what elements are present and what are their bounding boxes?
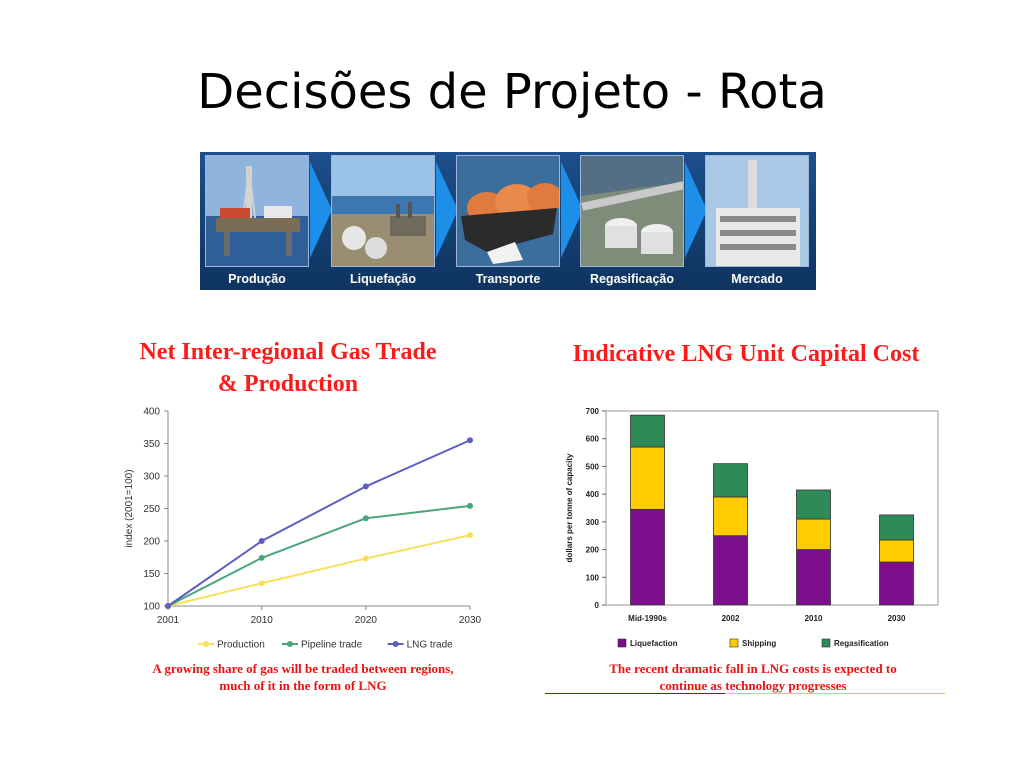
x-tick-label: 2010 (251, 615, 274, 626)
legend-swatch (617, 638, 627, 648)
legend-marker (287, 641, 293, 647)
stage-producao: Produção (205, 155, 309, 287)
data-point (467, 437, 473, 444)
data-point (258, 554, 265, 561)
y-axis-label: dollars per tonne of capacity (565, 453, 574, 562)
right-chart-title: Indicative LNG Unit Capital Cost (572, 341, 920, 367)
y-tick-label: 0 (595, 601, 600, 610)
x-tick-label: 2010 (805, 614, 823, 623)
value-chain-banner: Produção Liquefação Transporte (200, 152, 816, 290)
stage-label: Mercado (731, 272, 783, 286)
bar-segment-regasification (879, 514, 914, 541)
x-tick-label: 2020 (355, 615, 378, 626)
left-chart-caption: A growing share of gas will be traded be… (108, 660, 498, 694)
legend-label: Shipping (742, 639, 776, 648)
caption-line: The recent dramatic fall in LNG costs is… (609, 661, 897, 676)
y-tick-label: 250 (143, 504, 160, 515)
divider-line (545, 693, 725, 694)
legend-swatch (821, 638, 831, 648)
stage-label: Transporte (475, 272, 541, 286)
data-point (362, 483, 369, 490)
data-point (362, 515, 369, 522)
caption-line: A growing share of gas will be traded be… (152, 661, 454, 676)
legend-marker (392, 641, 399, 647)
x-tick-label: 2002 (722, 614, 740, 623)
stage-mercado: Mercado (705, 155, 809, 287)
data-point (258, 580, 265, 587)
chevron-right-icon (310, 162, 332, 258)
stage-label: Liquefação (350, 272, 416, 286)
x-tick-label: Mid-1990s (628, 614, 667, 623)
offshore-rig-photo-icon (205, 155, 309, 267)
y-tick-label: 350 (143, 439, 160, 450)
y-tick-label: 400 (586, 490, 600, 499)
chart-title-line: Net Inter-regional Gas Trade (139, 339, 437, 365)
y-tick-label: 100 (143, 602, 160, 613)
y-tick-label: 200 (143, 537, 160, 548)
bar-segment-liquefaction (713, 535, 748, 606)
y-tick-label: 100 (586, 573, 600, 582)
legend-marker (203, 641, 209, 647)
bar-segment-shipping (879, 539, 914, 563)
data-point (362, 555, 369, 562)
y-tick-label: 500 (586, 462, 600, 471)
x-tick-label: 2001 (157, 615, 180, 626)
bar-segment-regasification (630, 414, 665, 448)
legend-label: Liquefaction (630, 639, 678, 648)
lng-carrier-photo-icon (456, 155, 560, 267)
regas-terminal-photo-icon (580, 155, 684, 267)
x-tick-label: 2030 (459, 615, 482, 626)
legend-label: Pipeline trade (301, 640, 363, 651)
plot-frame (605, 410, 939, 606)
stage-label: Produção (228, 272, 286, 286)
y-tick-label: 150 (143, 569, 160, 580)
bar-segment-shipping (796, 518, 831, 550)
stacked-bar-chart: 0 100 200 300 400 500 600 700 dollars per tonne … (565, 407, 939, 648)
y-tick-label: 200 (586, 546, 600, 555)
stage-transporte: Transporte (456, 155, 560, 287)
series-line-lng-trade (167, 439, 471, 607)
bar-segment-regasification (713, 463, 748, 498)
stage-liquefacao: Liquefação (331, 155, 435, 287)
bar-segment-regasification (796, 489, 831, 520)
chevron-right-icon (436, 162, 458, 258)
right-chart-caption: The recent dramatic fall in LNG costs is… (560, 660, 946, 694)
series-line-pipeline-trade (167, 504, 471, 607)
line-chart: 100 150 200 250 300 350 400 2001 2010 2020 2030 ind… (124, 407, 482, 651)
y-axis-label: index (2001=100) (124, 469, 135, 547)
legend-swatch (729, 638, 739, 648)
power-plant-photo-icon (705, 155, 809, 267)
y-tick-label: 600 (586, 435, 600, 444)
slide-title: Decisões de Projeto - Rota (197, 64, 827, 120)
caption-line: continue as technology progresses (659, 678, 847, 693)
x-tick-label: 2030 (888, 614, 906, 623)
y-tick-label: 300 (586, 518, 600, 527)
chart-title-line: & Production (217, 371, 359, 397)
y-tick-label: 400 (143, 407, 160, 418)
bar-segment-liquefaction (879, 561, 914, 606)
chevron-right-icon (561, 162, 583, 258)
chevron-right-icon (685, 162, 707, 258)
stage-label: Regasificação (589, 272, 675, 286)
data-point (165, 603, 171, 609)
bar-segment-liquefaction (796, 549, 831, 606)
y-tick-label: 700 (586, 407, 600, 416)
legend-label: LNG trade (407, 640, 454, 651)
data-point (467, 532, 473, 539)
stage-regasificacao: Regasificação (580, 155, 684, 287)
data-point (467, 502, 473, 509)
divider-line (725, 693, 945, 694)
data-point (258, 538, 265, 544)
bar-segment-shipping (630, 446, 665, 510)
caption-line: much of it in the form of LNG (219, 678, 387, 693)
legend-label: Regasification (834, 639, 889, 648)
y-tick-label: 300 (143, 472, 160, 483)
bar-segment-liquefaction (630, 508, 665, 606)
legend-label: Production (217, 640, 265, 651)
series-line-production (167, 534, 471, 607)
lng-plant-photo-icon (331, 155, 435, 267)
bar-segment-shipping (713, 496, 748, 537)
left-chart-title: Net Inter-regional Gas Trade & Productio… (84, 336, 492, 400)
